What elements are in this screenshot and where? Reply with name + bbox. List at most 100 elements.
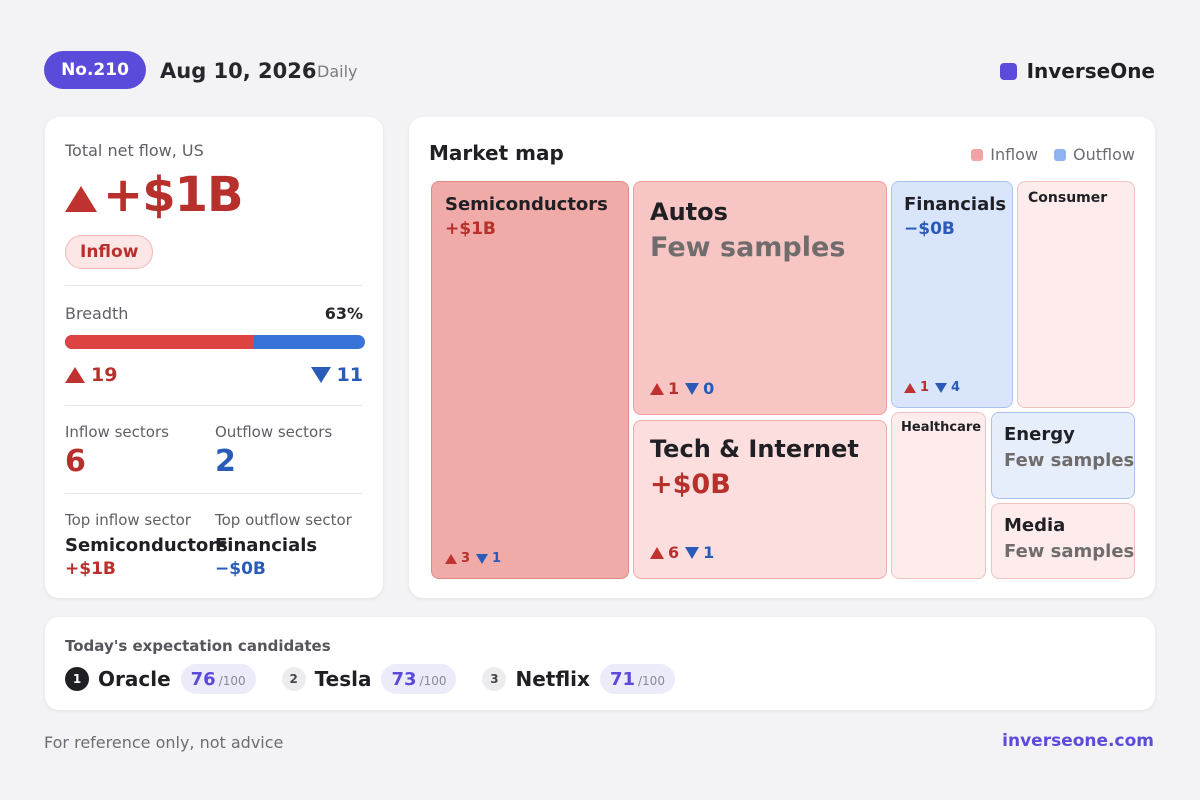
divider [65,405,363,406]
candidate-score: 73 /100 [381,664,457,694]
up-triangle-icon [65,367,85,383]
tile-healthcare[interactable]: Healthcare [891,412,986,579]
net-flow-summary-card: Total net flow, US +$1B Inflow Breadth 6… [45,117,383,598]
down-triangle-icon [476,553,489,564]
tile-semiconductors[interactable]: Semiconductors +$1B 3 1 [431,181,629,579]
outflow-swatch [1054,148,1067,161]
disclaimer: For reference only, not advice [44,733,284,752]
inflow-sectors-value: 6 [65,444,86,479]
legend-inflow: Inflow [971,145,1038,164]
breadth-bar-fill [65,335,254,349]
score-value: 71 [609,669,635,690]
tile-name: Media [1004,515,1066,536]
top-outflow-value: −$0B [215,559,266,579]
candidates-card: Today's expectation candidates 1 Oracle … [45,617,1155,710]
inflow-sectors-label: Inflow sectors [65,423,169,441]
advancers-value: 19 [91,364,118,386]
candidate-score: 76 /100 [180,664,256,694]
tile-value: +$0B [650,469,731,500]
advancers-count: 19 [65,364,117,386]
market-map-card: Market map Inflow Outflow Semiconductors… [409,117,1155,598]
tile-energy[interactable]: Energy Few samples [991,412,1135,499]
breadth-percent: 63% [324,304,363,323]
website-link[interactable]: inverseone.com [1002,731,1154,751]
net-flow-value: +$1B [65,167,244,223]
top-inflow-label: Top inflow sector [65,511,191,529]
candidate-item[interactable]: 1 Oracle 76 /100 [65,664,256,694]
tile-consumer[interactable]: Consumer [1017,181,1135,408]
candidate-name: Tesla [314,667,372,691]
rank-badge: 1 [65,667,89,691]
inflow-swatch [971,148,984,161]
market-map-title: Market map [429,141,564,165]
top-outflow-label: Top outflow sector [215,511,352,529]
top-inflow-sector: Semiconductors [65,535,228,556]
legend-outflow-label: Outflow [1073,145,1135,164]
tile-name: Healthcare [901,420,982,435]
score-max: /100 [218,674,246,688]
down-triangle-icon [685,546,700,559]
tile-up-count: 6 [668,543,680,562]
legend-inflow-label: Inflow [990,145,1039,164]
up-triangle-icon [445,553,457,564]
up-triangle-icon [65,186,97,212]
score-value: 76 [190,669,216,690]
down-triangle-icon [685,382,700,395]
up-triangle-icon [650,546,664,559]
tile-counts: 6 1 [650,543,714,562]
tile-name: Consumer [1028,190,1108,206]
tile-name: Autos [650,198,728,226]
tile-name: Energy [1004,424,1075,445]
legend-outflow: Outflow [1054,145,1135,164]
tile-down-count: 1 [492,551,502,566]
tile-down-count: 4 [951,380,961,395]
direction-badge: Inflow [65,235,154,269]
tile-counts: 1 4 [904,380,960,395]
outflow-sectors-label: Outflow sectors [215,423,333,441]
candidate-name: Oracle [98,667,171,691]
decliners-value: 11 [336,364,363,386]
tile-tech-internet[interactable]: Tech & Internet +$0B 6 1 [633,420,887,579]
down-triangle-icon [310,367,331,383]
legend: Inflow Outflow [971,145,1135,164]
divider [65,493,363,494]
tile-counts: 1 0 [650,379,714,398]
up-triangle-icon [650,382,664,395]
brand-logo-icon [999,62,1017,80]
candidate-item[interactable]: 3 Netflix 71 /100 [482,664,675,694]
outflow-sectors-value: 2 [215,444,236,479]
score-max: /100 [419,674,447,688]
report-date: Aug 10, 2026 [160,59,317,83]
candidate-name: Netflix [515,667,590,691]
tile-value: Few samples [650,232,846,263]
down-triangle-icon [935,382,948,393]
tile-up-count: 1 [668,379,680,398]
tile-down-count: 1 [703,543,715,562]
header: No.210 Aug 10, 2026 Daily InverseOne [44,51,1155,91]
tile-value: +$1B [445,219,496,239]
tile-media[interactable]: Media Few samples [991,503,1135,579]
candidate-score: 71 /100 [599,664,675,694]
score-value: 73 [391,669,417,690]
breadth-bar [65,335,365,349]
issue-badge: No.210 [44,51,146,89]
candidates-title: Today's expectation candidates [65,637,331,655]
up-triangle-icon [904,382,916,393]
tile-financials[interactable]: Financials −$0B 1 4 [891,181,1013,408]
tile-autos[interactable]: Autos Few samples 1 0 [633,181,887,415]
tile-up-count: 3 [461,551,471,566]
top-inflow-value: +$1B [65,559,116,579]
rank-badge: 3 [482,667,507,691]
tile-name: Tech & Internet [650,435,859,463]
candidates-list: 1 Oracle 76 /100 2 Tesla 73 /100 3 Netfl… [65,664,701,694]
report-frequency: Daily [317,62,358,81]
tile-value: −$0B [904,219,955,239]
tile-up-count: 1 [920,380,930,395]
net-flow-amount: +$1B [103,167,244,223]
brand-name: InverseOne [1026,59,1155,83]
brand: InverseOne [999,59,1155,83]
top-outflow-sector: Financials [215,535,318,556]
tile-value: Few samples [1004,541,1135,562]
divider [65,285,363,286]
candidate-item[interactable]: 2 Tesla 73 /100 [281,664,457,694]
